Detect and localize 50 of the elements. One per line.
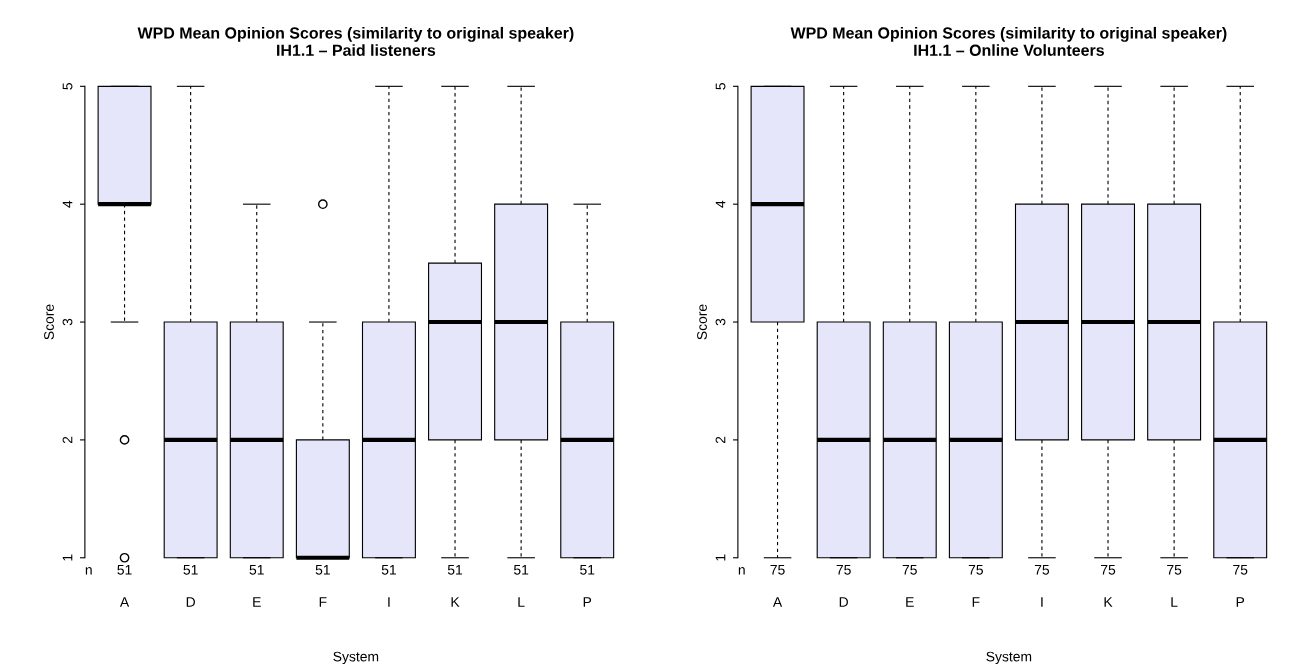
text: n bbox=[738, 567, 745, 575]
y-axis-title: Score bbox=[697, 304, 707, 340]
text: 51 bbox=[513, 565, 529, 575]
x-tick-label: D bbox=[839, 597, 848, 607]
y-tick-label: 3 bbox=[62, 318, 73, 326]
text: 75 bbox=[902, 565, 917, 575]
text: 75 bbox=[1101, 565, 1116, 575]
y-tick-label: 2 bbox=[715, 436, 726, 444]
y-tick-label: 3 bbox=[715, 318, 726, 326]
x-tick-label: E bbox=[253, 597, 261, 607]
chart-title: WPD Mean Opinion Scores (similarity to original speaker) IH1.1 – Online Volunteers bbox=[790, 26, 1227, 56]
x-tick-label: K bbox=[1104, 597, 1113, 607]
text: 51 bbox=[580, 565, 595, 575]
x-axis-title: System bbox=[333, 651, 379, 664]
text: 75 bbox=[968, 565, 983, 575]
text: 51 bbox=[183, 565, 198, 575]
text: 75 bbox=[1233, 565, 1248, 575]
text: 51 bbox=[381, 565, 396, 575]
x-tick-label: L bbox=[1171, 597, 1178, 607]
y-tick-label: 4 bbox=[715, 200, 726, 208]
text: 51 bbox=[315, 565, 330, 575]
x-tick-label: A bbox=[772, 597, 783, 607]
x-tick-label: P bbox=[583, 597, 592, 607]
y-tick-label: 4 bbox=[62, 200, 73, 208]
x-tick-label: D bbox=[186, 597, 195, 607]
y-tick-label: 2 bbox=[62, 436, 73, 444]
x-tick-label: F bbox=[972, 597, 980, 607]
x-tick-label: I bbox=[1041, 597, 1043, 607]
x-tick-label: K bbox=[451, 597, 460, 607]
text: 51 bbox=[249, 565, 264, 575]
y-tick-label: 5 bbox=[715, 83, 726, 90]
text: 51 bbox=[447, 565, 463, 575]
y-tick-label: 5 bbox=[62, 83, 73, 90]
text: 75 bbox=[1167, 565, 1182, 575]
x-tick-label: L bbox=[518, 597, 525, 607]
x-tick-label: F bbox=[319, 597, 327, 607]
text: 75 bbox=[770, 565, 785, 575]
x-tick-label: A bbox=[119, 597, 130, 607]
x-tick-label: I bbox=[388, 597, 390, 607]
y-axis-title: Score bbox=[44, 304, 54, 340]
text: n bbox=[85, 567, 92, 575]
text: 75 bbox=[836, 565, 851, 575]
text: 51 bbox=[117, 565, 132, 575]
chart-title: WPD Mean Opinion Scores (similarity to original speaker) IH1.1 – Paid listeners bbox=[137, 26, 574, 56]
x-axis-title: System bbox=[986, 651, 1032, 664]
x-tick-label: P bbox=[1236, 597, 1245, 607]
text: 75 bbox=[1034, 565, 1050, 575]
y-tick-label: 1 bbox=[62, 554, 73, 561]
x-tick-label: E bbox=[906, 597, 914, 607]
y-tick-label: 1 bbox=[715, 554, 726, 561]
